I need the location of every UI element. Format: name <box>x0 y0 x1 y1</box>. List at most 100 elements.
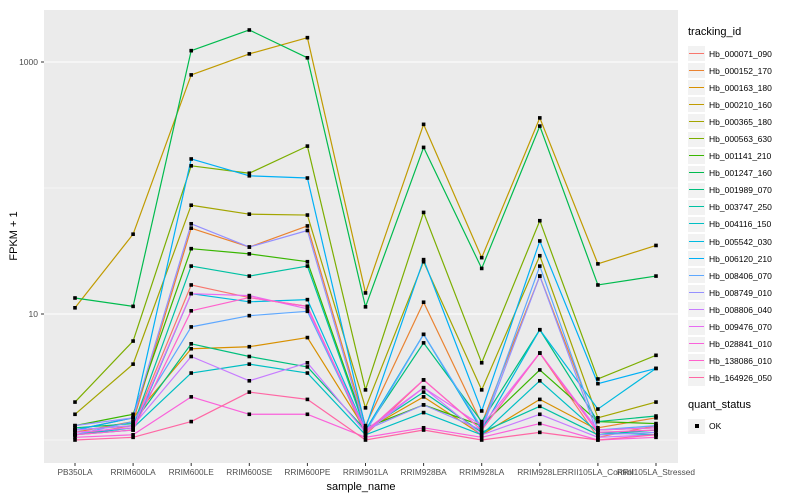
data-point[interactable] <box>131 412 135 417</box>
data-point[interactable] <box>654 243 658 248</box>
data-point[interactable] <box>305 224 310 228</box>
data-point[interactable] <box>189 419 193 424</box>
data-point[interactable] <box>131 425 135 430</box>
data-point[interactable] <box>247 354 252 359</box>
data-point[interactable] <box>479 419 484 424</box>
data-point[interactable] <box>363 406 368 410</box>
data-point[interactable] <box>131 435 135 440</box>
data-point[interactable] <box>305 304 310 309</box>
data-point[interactable] <box>305 397 310 402</box>
data-point[interactable] <box>421 385 426 390</box>
data-point[interactable] <box>247 252 252 256</box>
data-point[interactable] <box>538 412 542 417</box>
data-point[interactable] <box>479 435 484 440</box>
legend-item-Hb_001141_210[interactable]: Hb_001141_210 <box>688 148 798 165</box>
data-point[interactable] <box>247 293 252 298</box>
data-point[interactable] <box>421 403 426 407</box>
data-point[interactable] <box>189 157 193 161</box>
data-point[interactable] <box>363 435 368 440</box>
data-point[interactable] <box>73 296 77 300</box>
data-point[interactable] <box>479 432 484 437</box>
data-point[interactable] <box>189 73 193 77</box>
data-point[interactable] <box>538 430 542 435</box>
data-point[interactable] <box>247 344 252 349</box>
data-point[interactable] <box>654 366 658 371</box>
data-point[interactable] <box>73 430 77 435</box>
data-point[interactable] <box>421 259 426 264</box>
data-point[interactable] <box>305 259 310 264</box>
legend-item-Hb_000152_170[interactable]: Hb_000152_170 <box>688 62 798 79</box>
data-point[interactable] <box>421 410 426 415</box>
data-point[interactable] <box>189 371 193 375</box>
data-point[interactable] <box>247 52 252 56</box>
data-point[interactable] <box>247 171 252 176</box>
data-point[interactable] <box>596 432 600 437</box>
data-point[interactable] <box>363 432 368 437</box>
data-point[interactable] <box>189 164 193 168</box>
data-point[interactable] <box>596 425 600 430</box>
data-point[interactable] <box>421 395 426 399</box>
data-point[interactable] <box>363 291 368 295</box>
data-point[interactable] <box>305 306 310 311</box>
data-point[interactable] <box>73 400 77 404</box>
data-point[interactable] <box>479 430 484 435</box>
data-point[interactable] <box>189 283 193 287</box>
data-point[interactable] <box>305 228 310 233</box>
data-point[interactable] <box>73 423 77 428</box>
data-point[interactable] <box>596 262 600 266</box>
data-point[interactable] <box>363 430 368 435</box>
legend-item-Hb_000365_180[interactable]: Hb_000365_180 <box>688 113 798 130</box>
data-point[interactable] <box>247 212 252 216</box>
data-point[interactable] <box>73 435 77 440</box>
legend-item-Hb_028841_010[interactable]: Hb_028841_010 <box>688 336 798 353</box>
legend-item-Hb_164926_050[interactable]: Hb_164926_050 <box>688 370 798 387</box>
data-point[interactable] <box>247 28 252 32</box>
data-point[interactable] <box>305 371 310 375</box>
data-point[interactable] <box>131 362 135 366</box>
data-point[interactable] <box>305 309 310 314</box>
data-point[interactable] <box>189 226 193 230</box>
data-point[interactable] <box>421 332 426 337</box>
data-point[interactable] <box>305 360 310 365</box>
data-point[interactable] <box>189 221 193 226</box>
data-point[interactable] <box>305 264 310 268</box>
data-point[interactable] <box>305 213 310 217</box>
data-point[interactable] <box>305 144 310 148</box>
data-point[interactable] <box>538 274 542 278</box>
data-point[interactable] <box>189 342 193 346</box>
data-point[interactable] <box>538 116 542 120</box>
data-point[interactable] <box>73 428 77 432</box>
data-point[interactable] <box>538 264 542 268</box>
data-point[interactable] <box>305 297 310 302</box>
data-point[interactable] <box>131 416 135 420</box>
data-point[interactable] <box>247 173 252 178</box>
data-point[interactable] <box>479 425 484 430</box>
data-point[interactable] <box>189 354 193 359</box>
data-point[interactable] <box>305 335 310 340</box>
data-point[interactable] <box>131 304 135 309</box>
data-point[interactable] <box>538 239 542 243</box>
data-point[interactable] <box>189 346 193 351</box>
data-point[interactable] <box>131 432 135 437</box>
data-point[interactable] <box>538 351 542 355</box>
data-point[interactable] <box>479 388 484 392</box>
data-point[interactable] <box>654 274 658 278</box>
data-point[interactable] <box>596 377 600 381</box>
data-point[interactable] <box>596 283 600 287</box>
data-point[interactable] <box>421 257 426 262</box>
data-point[interactable] <box>131 419 135 424</box>
data-point[interactable] <box>596 430 600 435</box>
data-point[interactable] <box>247 379 252 383</box>
data-point[interactable] <box>596 428 600 432</box>
data-point[interactable] <box>421 122 426 127</box>
legend-item-Hb_005542_030[interactable]: Hb_005542_030 <box>688 233 798 250</box>
data-point[interactable] <box>421 425 426 430</box>
data-point[interactable] <box>247 245 252 249</box>
data-point[interactable] <box>596 407 600 411</box>
data-point[interactable] <box>189 325 193 329</box>
data-point[interactable] <box>363 438 368 442</box>
data-point[interactable] <box>654 435 658 440</box>
data-point[interactable] <box>654 400 658 404</box>
data-point[interactable] <box>538 327 542 332</box>
data-point[interactable] <box>131 428 135 432</box>
